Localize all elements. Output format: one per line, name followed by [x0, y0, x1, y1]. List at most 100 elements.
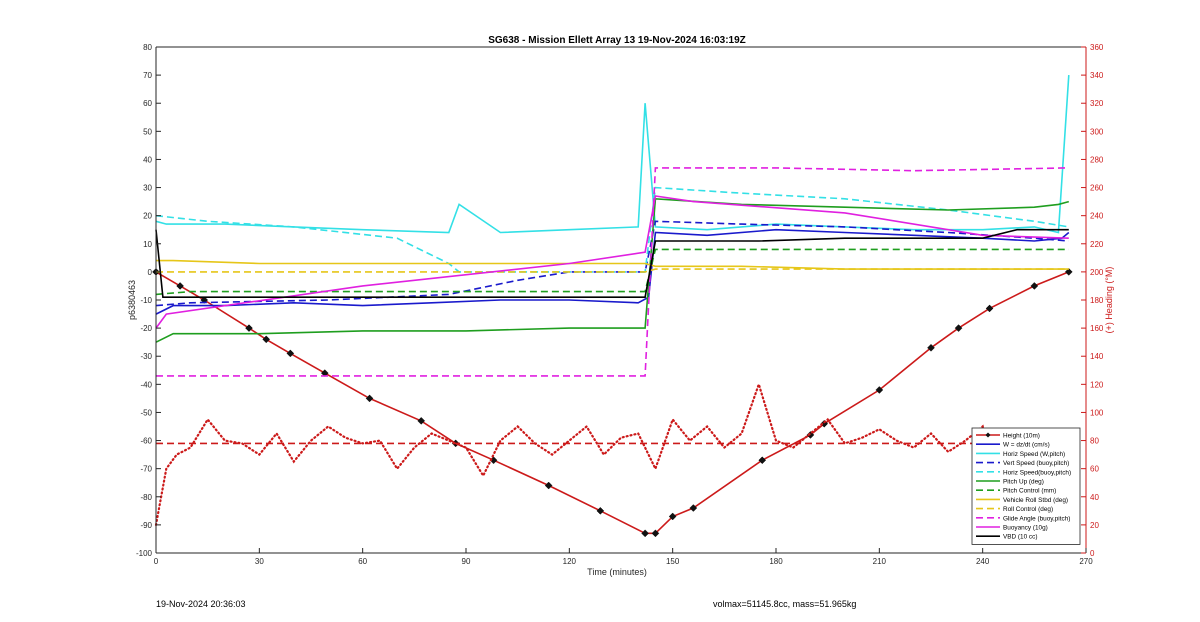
y2-axis-label: (+) Heading (°M)	[1104, 267, 1114, 334]
series-line	[155, 220, 1069, 307]
series-marker	[758, 456, 767, 465]
y-tick-label: -80	[140, 493, 152, 502]
chart-title: SG638 - Mission Ellett Array 13 19-Nov-2…	[488, 35, 746, 46]
series-marker	[262, 335, 271, 344]
series-line	[155, 248, 1069, 296]
legend-label: Pitch Up (deg)	[1003, 479, 1044, 486]
y2-tick-label: 180	[1090, 296, 1104, 305]
series-line	[155, 271, 1070, 535]
x-tick-label: 240	[976, 557, 990, 566]
y2-tick-label: 240	[1090, 212, 1104, 221]
legend-label: Pitch Control (mm)	[1003, 488, 1056, 495]
y-tick-label: 50	[143, 127, 152, 136]
legend-marker	[985, 432, 991, 438]
x-tick-label: 60	[358, 557, 367, 566]
footer-stats: volmax=51145.8cc, mass=51.965kg	[713, 599, 857, 609]
series-line	[154, 380, 1070, 527]
y2-tick-label: 60	[1090, 465, 1099, 474]
series-line	[156, 167, 1069, 377]
series-line	[156, 268, 1069, 273]
legend-label: Roll Control (deg)	[1003, 506, 1053, 513]
legend-label: W = dz/dt (cm/s)	[1003, 442, 1050, 449]
y-tick-label: -90	[140, 521, 152, 530]
legend-label: VBD (10 cc)	[1003, 534, 1037, 541]
y2-tick-label: 200	[1090, 268, 1104, 277]
series-marker	[641, 529, 649, 538]
y2-tick-label: 320	[1090, 99, 1104, 108]
series-marker	[927, 343, 935, 352]
y-axis-label: p6380463	[127, 280, 137, 320]
series-marker	[689, 504, 698, 512]
y-tick-label: -70	[140, 465, 152, 474]
y-tick-label: -40	[140, 380, 152, 389]
series-marker	[668, 512, 677, 521]
y-tick-label: 80	[143, 43, 152, 52]
y-tick-label: -20	[140, 324, 152, 333]
series-line	[156, 259, 1069, 270]
y2-tick-label: 20	[1090, 521, 1099, 530]
legend-label: Glide Angle (buoy,pitch)	[1003, 515, 1070, 522]
y2-tick-label: 280	[1090, 155, 1104, 164]
y2-tick-label: 300	[1090, 127, 1104, 136]
y-tick-label: 0	[148, 268, 153, 277]
x-tick-label: 0	[154, 557, 159, 566]
series-line	[155, 195, 1069, 329]
y2-tick-label: 140	[1090, 352, 1104, 361]
x-tick-label: 30	[255, 557, 264, 566]
y2-tick-label: 260	[1090, 184, 1104, 193]
y-tick-label: 30	[143, 184, 152, 193]
x-tick-label: 180	[769, 557, 783, 566]
legend-box	[971, 427, 1081, 545]
legend: Height (10m) W = dz/dt (cm/s) Horiz Speed …	[971, 427, 1081, 545]
y-tick-label: 70	[143, 71, 152, 80]
y2-tick-label: 340	[1090, 71, 1104, 80]
y2-tick-label: 220	[1090, 240, 1104, 249]
y-tick-label: -60	[140, 437, 152, 446]
y-tick-label: 60	[143, 99, 152, 108]
axes: 0 30 60 90 120 150 180 210 240 270-100-90-80-70-6…	[136, 43, 1104, 566]
y2-tick-label: 40	[1090, 493, 1099, 502]
y2-tick-label: 0	[1090, 549, 1095, 558]
series-marker	[1064, 268, 1073, 276]
series-marker	[875, 386, 884, 394]
series-marker	[1030, 282, 1039, 290]
x-tick-label: 90	[462, 557, 471, 566]
y-tick-label: 40	[143, 155, 152, 164]
x-axis-label: Time (minutes)	[587, 567, 647, 577]
series-marker	[596, 506, 605, 515]
legend-label: Horiz Speed(buoy,pitch)	[1003, 469, 1071, 476]
series-marker	[954, 324, 963, 332]
legend-label: Height (10m)	[1003, 433, 1040, 440]
series-marker	[245, 324, 253, 332]
series-line	[155, 228, 1069, 299]
series-marker	[365, 394, 374, 403]
y-tick-label: 20	[143, 212, 152, 221]
x-tick-label: 210	[873, 557, 887, 566]
y-tick-label: -50	[140, 408, 152, 417]
y-tick-label: -100	[136, 549, 153, 558]
series-marker	[417, 417, 426, 425]
y2-tick-label: 80	[1090, 437, 1099, 446]
y-tick-label: -10	[140, 296, 152, 305]
series-marker	[176, 282, 184, 290]
x-tick-label: 120	[563, 557, 577, 566]
y2-tick-label: 160	[1090, 324, 1104, 333]
series-marker	[651, 529, 660, 538]
legend-label: Buoyancy (10g)	[1003, 525, 1048, 532]
plot-area	[152, 75, 1073, 538]
series-marker	[286, 349, 295, 358]
legend-label: Vehicle Roll Stbd (deg)	[1003, 497, 1068, 504]
y2-tick-label: 120	[1090, 380, 1104, 389]
legend-label: Vert Speed (buoy,pitch)	[1003, 460, 1069, 467]
x-tick-label: 150	[666, 557, 680, 566]
y2-tick-label: 360	[1090, 43, 1104, 52]
series-marker	[985, 304, 994, 313]
y-tick-label: -30	[140, 352, 152, 361]
y-tick-label: 10	[143, 240, 152, 249]
x-tick-label: 270	[1079, 557, 1093, 566]
legend-label: Horiz Speed (W,pitch)	[1003, 451, 1065, 458]
series-marker	[544, 481, 553, 490]
series-line	[155, 197, 1070, 343]
footer-timestamp: 19-Nov-2024 20:36:03	[156, 599, 246, 609]
